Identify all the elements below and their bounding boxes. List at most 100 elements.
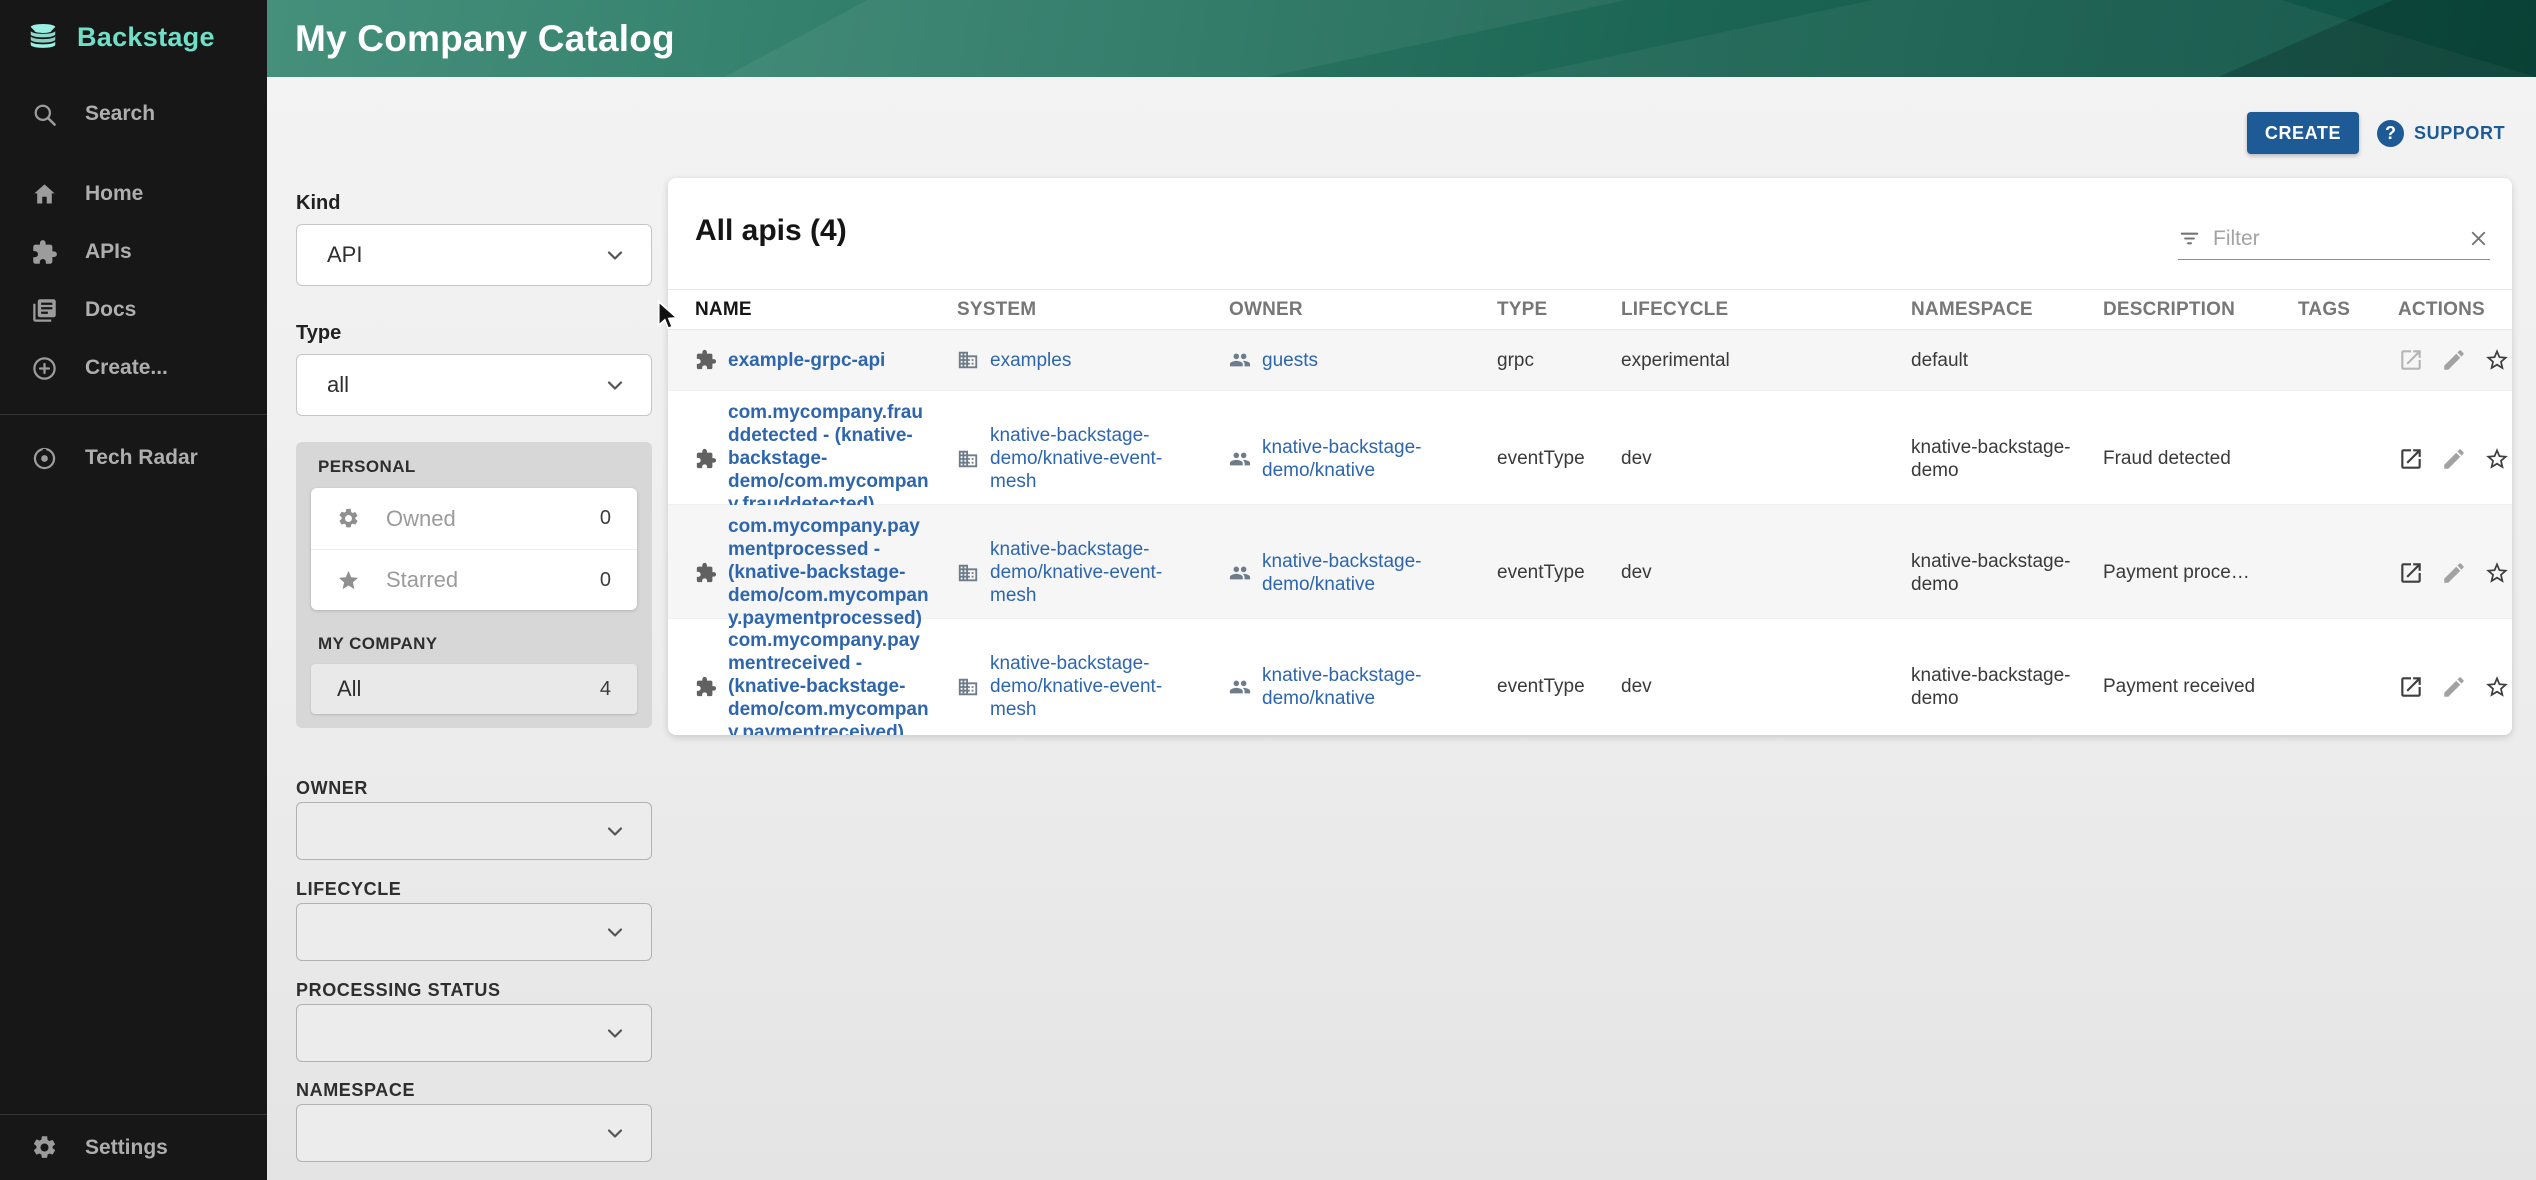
star-outline-icon[interactable] — [2484, 446, 2510, 472]
sidebar-item-home[interactable]: Home — [0, 166, 267, 222]
entity-link[interactable]: com.mycompany.frauddetected - (knative-b… — [728, 402, 929, 515]
namespace-cell: knative-backstage-demo — [1911, 550, 2071, 595]
home-icon — [34, 183, 55, 203]
system-link[interactable]: examples — [990, 349, 1072, 371]
clear-filter-icon[interactable] — [2467, 227, 2490, 250]
owner-link[interactable]: knative-backstage-demo/knative — [1262, 550, 1422, 595]
page-title: My Company Catalog — [295, 17, 675, 59]
facet-all[interactable]: All 4 — [311, 664, 637, 714]
api-table-card: All apis (4) NAME SYSTEM OWNER TYPE LIFE… — [668, 178, 2512, 735]
create-button[interactable]: CREATE — [2247, 112, 2359, 154]
gear-icon — [33, 1136, 56, 1158]
support-button[interactable]: ? SUPPORT — [2377, 112, 2505, 154]
star-outline-icon[interactable] — [2484, 347, 2510, 373]
facet-label: Owned — [386, 505, 456, 531]
column-header-description[interactable]: DESCRIPTION — [2103, 298, 2236, 320]
edit-pencil-icon[interactable] — [2441, 347, 2467, 373]
filter-list-icon — [2180, 232, 2199, 245]
open-in-new-icon[interactable] — [2398, 446, 2424, 472]
type-label: Type — [296, 322, 342, 344]
edit-pencil-icon[interactable] — [2441, 446, 2467, 472]
docs-icon — [33, 298, 56, 322]
lifecycle-cell: experimental — [1621, 349, 1730, 371]
type-cell: eventType — [1497, 448, 1585, 469]
facet-owned[interactable]: Owned 0 — [311, 488, 637, 549]
column-header-system[interactable]: SYSTEM — [957, 298, 1037, 320]
system-link[interactable]: knative-backstage-demo/knative-event-mes… — [990, 539, 1163, 606]
owner-select[interactable] — [296, 802, 652, 860]
sidebar-item-settings[interactable]: Settings — [0, 1114, 267, 1180]
facet-label: Starred — [386, 567, 459, 592]
column-header-actions: ACTIONS — [2398, 298, 2485, 320]
star-outline-icon[interactable] — [2484, 560, 2510, 586]
column-header-tags[interactable]: TAGS — [2298, 298, 2351, 320]
system-building-icon — [958, 678, 978, 695]
owner-cell: knative-backstage-demo/knative — [1229, 426, 1497, 492]
lifecycle-select[interactable] — [296, 903, 652, 961]
processing-status-select[interactable] — [296, 1004, 652, 1062]
open-in-new-icon[interactable] — [2398, 674, 2424, 700]
sidebar-item-label: Create... — [85, 356, 168, 379]
help-icon: ? — [2377, 119, 2404, 147]
type-select[interactable]: all — [296, 354, 652, 416]
system-link[interactable]: knative-backstage-demo/knative-event-mes… — [990, 653, 1163, 720]
facet-count: 0 — [599, 568, 611, 591]
entity-link[interactable]: com.mycompany.paymentreceived - (knative… — [728, 630, 929, 735]
owner-cell: knative-backstage-demo/knative — [1229, 540, 1497, 606]
owner-link[interactable]: knative-backstage-demo/knative — [1262, 436, 1422, 481]
type-cell: eventType — [1497, 562, 1585, 583]
owner-link[interactable]: knative-backstage-demo/knative — [1262, 664, 1422, 709]
namespace-select[interactable] — [296, 1104, 652, 1162]
edit-pencil-icon[interactable] — [2441, 560, 2467, 586]
column-header-owner[interactable]: OWNER — [1229, 298, 1303, 320]
type-cell: grpc — [1497, 349, 1534, 371]
column-header-namespace[interactable]: NAMESPACE — [1911, 298, 2033, 320]
owner-cell: knative-backstage-demo/knative — [1229, 654, 1497, 720]
sidebar-search[interactable]: Search — [0, 86, 267, 142]
table-toolbar: All apis (4) — [668, 178, 2512, 290]
my-company-header: MY COMPANY — [318, 634, 438, 653]
kind-select[interactable]: API — [296, 224, 652, 286]
sidebar-item-create[interactable]: Create... — [0, 340, 267, 396]
backstage-logo[interactable]: Backstage — [22, 16, 215, 58]
facet-panel: PERSONAL Owned 0 Starred 0 MY COMPANY Al… — [296, 442, 652, 728]
star-outline-icon[interactable] — [2484, 674, 2510, 700]
sidebar-item-apis[interactable]: APIs — [0, 224, 267, 280]
sidebar-item-tech-radar[interactable]: Tech Radar — [0, 430, 267, 486]
column-header-lifecycle[interactable]: LIFECYCLE — [1621, 298, 1729, 320]
edit-pencil-icon[interactable] — [2441, 674, 2467, 700]
logo-text: Backstage — [77, 21, 215, 52]
entity-link[interactable]: com.mycompany.paymentprocessed - (knativ… — [728, 516, 929, 629]
actions-cell — [2398, 337, 2512, 383]
owner-link[interactable]: guests — [1262, 349, 1318, 371]
lifecycle-cell: dev — [1621, 676, 1652, 697]
description-cell: Payment received — [2103, 676, 2256, 697]
entity-link[interactable]: example-grpc-api — [728, 349, 886, 371]
table-filter-input[interactable] — [2213, 226, 2455, 251]
open-in-new-icon[interactable] — [2398, 347, 2424, 373]
system-link[interactable]: knative-backstage-demo/knative-event-mes… — [990, 425, 1163, 492]
sidebar-item-label: Home — [85, 182, 144, 205]
column-header-type[interactable]: TYPE — [1497, 298, 1548, 320]
column-header-name[interactable]: NAME — [695, 298, 752, 320]
table-row: com.mycompany.paymentreceived - (knative… — [668, 619, 2512, 735]
actions-cell — [2398, 436, 2512, 482]
lifecycle-filter-label: LIFECYCLE — [296, 879, 402, 899]
open-in-new-icon[interactable] — [2398, 560, 2424, 586]
api-puzzle-icon — [696, 448, 717, 468]
api-puzzle-icon — [696, 349, 717, 370]
sidebar-search-label: Search — [85, 102, 156, 125]
name-cell: example-grpc-api — [695, 339, 957, 382]
owner-group-icon — [1229, 452, 1251, 465]
personal-header: PERSONAL — [318, 457, 416, 476]
table-row: com.mycompany.frauddetected - (knative-b… — [668, 391, 2512, 515]
backstage-logo-icon — [30, 24, 56, 48]
table-header-row: NAME SYSTEM OWNER TYPE LIFECYCLE NAMESPA… — [668, 290, 2512, 330]
owner-filter-label: OWNER — [296, 778, 368, 798]
facet-starred[interactable]: Starred 0 — [311, 549, 637, 610]
chevron-down-icon — [607, 381, 623, 390]
lifecycle-cell: dev — [1621, 448, 1652, 469]
gear-icon — [339, 508, 358, 528]
kind-label: Kind — [296, 192, 341, 214]
sidebar-item-docs[interactable]: Docs — [0, 282, 267, 338]
